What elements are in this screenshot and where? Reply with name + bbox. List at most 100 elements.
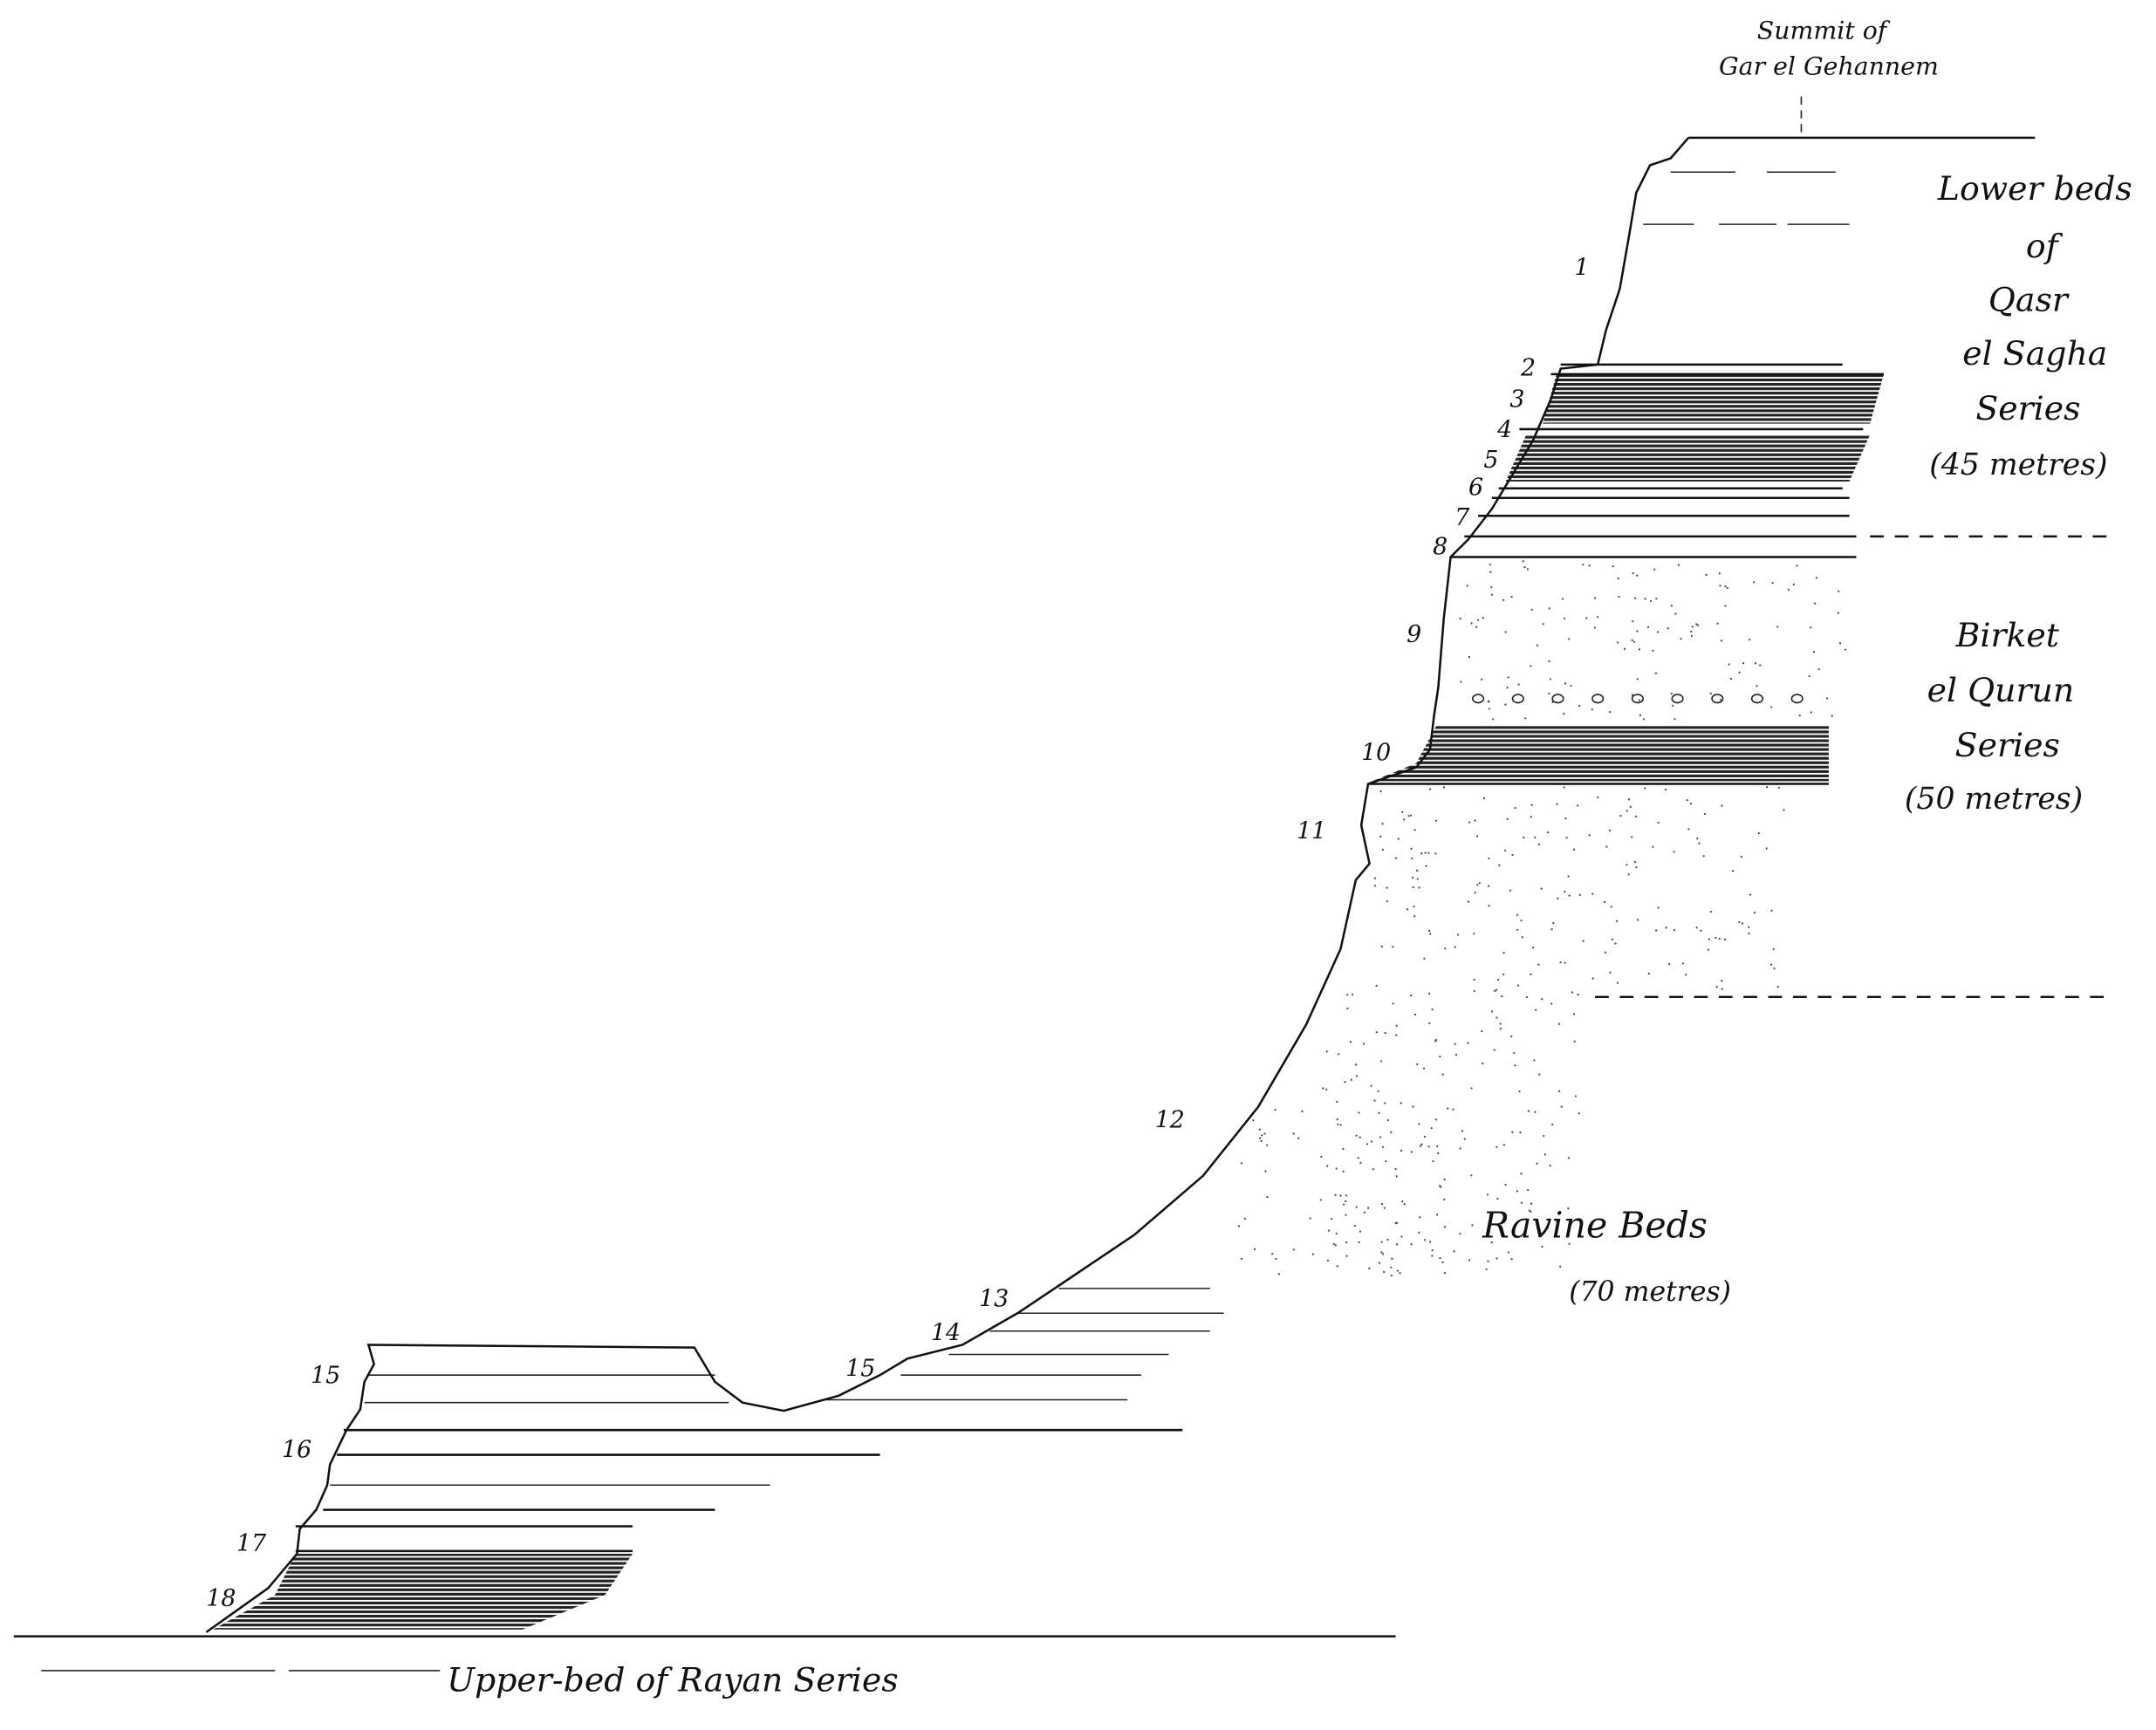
stipple-dot xyxy=(1591,892,1594,895)
stipple-dot xyxy=(1523,565,1526,569)
stipple-dot xyxy=(1674,612,1677,615)
stipple-dot xyxy=(1518,1090,1521,1093)
cliff-profile xyxy=(205,137,1690,1633)
stipple-dot xyxy=(1609,711,1612,714)
stipple-dot xyxy=(1496,1197,1499,1200)
stipple-dot xyxy=(1442,786,1446,789)
stipple-dot xyxy=(1327,1229,1331,1232)
stipple-dot xyxy=(1373,877,1377,879)
ravine-beds-label: Ravine Beds (70 metres) xyxy=(1482,1205,1731,1308)
stipple-dot xyxy=(1702,855,1705,858)
bed-number: 12 xyxy=(1155,1106,1185,1133)
stipple-dot xyxy=(1530,608,1533,611)
stipple-dot xyxy=(1530,665,1532,667)
stipple-dot xyxy=(1770,909,1773,912)
stipple-dot xyxy=(1368,1267,1371,1269)
stipple-dot xyxy=(1381,1253,1385,1255)
stipple-dot xyxy=(1564,891,1566,893)
stipple-dot xyxy=(1403,818,1406,821)
stipple-dot xyxy=(1548,660,1550,663)
stipple-dot xyxy=(1657,906,1660,909)
stipple-dot xyxy=(1528,1209,1530,1212)
stipple-dot xyxy=(1567,1157,1571,1159)
stipple-dot xyxy=(1634,597,1637,599)
stipple-dot xyxy=(1436,1214,1439,1216)
stipple-dot xyxy=(1395,1024,1398,1027)
stipple-dot xyxy=(1646,626,1650,629)
stipple-dot xyxy=(1457,933,1460,936)
pebble xyxy=(1711,694,1724,704)
bed-number: 4 xyxy=(1496,416,1512,443)
stipple-dot xyxy=(1813,602,1817,605)
stipple-dot xyxy=(1605,845,1608,848)
stipple-dot xyxy=(1798,715,1801,717)
stipple-dot xyxy=(1616,920,1619,922)
stipple-dot xyxy=(1810,711,1812,714)
stipple-dot xyxy=(1413,1013,1417,1015)
stipple-dot xyxy=(1400,1102,1402,1104)
stipple-dot xyxy=(1496,1257,1498,1260)
stipple-dot xyxy=(1638,699,1641,701)
stipple-dot xyxy=(1410,847,1413,850)
stipple-dot xyxy=(1240,1257,1243,1260)
stipple-dot xyxy=(1708,938,1710,940)
stipple-dot xyxy=(1429,933,1432,935)
stipple-dot xyxy=(1690,630,1693,633)
stipple-dot xyxy=(1297,1137,1300,1139)
stipple-dot xyxy=(1383,1270,1386,1274)
bed-number: 10 xyxy=(1361,740,1391,767)
stipple-dot xyxy=(1487,701,1489,703)
svg-text:(50 metres): (50 metres) xyxy=(1905,782,2083,817)
stipple-dot xyxy=(1359,1161,1362,1164)
stipple-dot xyxy=(1639,714,1642,717)
stipple-dot xyxy=(1677,564,1680,566)
stipple-dot xyxy=(1558,1090,1561,1092)
stipple-dot xyxy=(1336,1100,1338,1104)
stipple-dot xyxy=(1420,852,1423,855)
pebble xyxy=(1750,694,1764,704)
stipple-dot xyxy=(1614,942,1617,945)
stipple-dot xyxy=(1691,626,1694,628)
stipple-dot xyxy=(1533,1059,1536,1062)
stipple-dot xyxy=(1489,571,1492,573)
stipple-dot xyxy=(1394,857,1398,859)
stipple-dot xyxy=(1777,786,1780,789)
bed-number: 3 xyxy=(1509,386,1524,414)
stipple-dot xyxy=(1409,814,1413,817)
stipple-dot xyxy=(1550,928,1553,931)
stipple-dot xyxy=(1381,848,1385,851)
stipple-dot xyxy=(1709,910,1713,913)
stipple-dot xyxy=(1461,1130,1463,1132)
bed-3-shale xyxy=(1543,373,1884,424)
stipple-dot xyxy=(1636,678,1639,680)
stipple-dot xyxy=(1636,919,1639,921)
stipple-dot xyxy=(1551,1123,1554,1125)
stipple-dot xyxy=(1434,819,1438,822)
stipple-dot xyxy=(1647,972,1650,975)
stipple-dot xyxy=(1546,1227,1550,1229)
stipple-dot xyxy=(1506,687,1509,689)
stipple-dot xyxy=(1413,829,1416,831)
stipple-dot xyxy=(1749,893,1752,896)
stipple-dot xyxy=(1655,598,1658,600)
stipple-dot xyxy=(1738,671,1741,674)
pebble xyxy=(1790,694,1804,704)
stipple-dot xyxy=(1572,1013,1576,1015)
stipple-dot xyxy=(1548,692,1550,695)
stipple-dot xyxy=(1453,1250,1455,1253)
stipple-dot xyxy=(1731,870,1735,872)
stipple-dot xyxy=(1718,937,1721,940)
stipple-dot xyxy=(1424,1239,1427,1241)
stipple-dot xyxy=(1504,849,1507,852)
stipple-dot xyxy=(1396,1269,1399,1272)
stipple-dot xyxy=(1337,1123,1339,1126)
stipple-dot xyxy=(1345,1255,1348,1257)
stipple-dot xyxy=(1568,638,1571,640)
stipple-dot xyxy=(1386,1118,1390,1122)
stipple-dot xyxy=(1770,963,1773,966)
qasr-el-sagha-series-label: Lower beds of Qasr el Sagha Series (45 m… xyxy=(1929,169,2132,482)
stipple-dot xyxy=(1395,1175,1398,1178)
stipple-dot xyxy=(1563,712,1565,715)
stipple-dot xyxy=(1652,845,1654,848)
stipple-dot xyxy=(1362,1043,1365,1045)
